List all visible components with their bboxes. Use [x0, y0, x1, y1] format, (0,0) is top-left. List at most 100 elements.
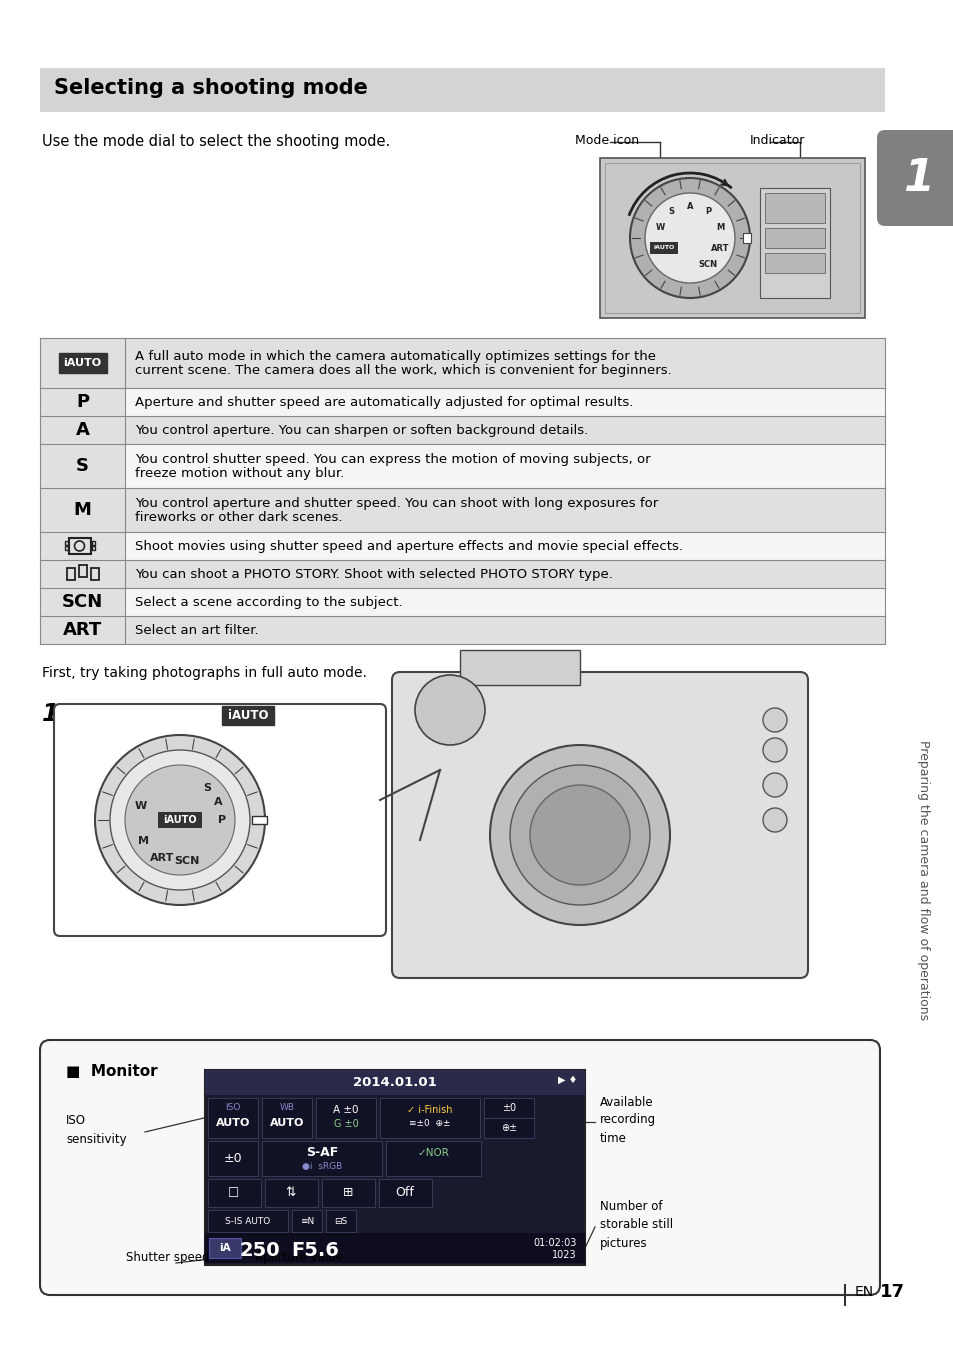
Text: S: S: [203, 783, 211, 792]
Circle shape: [762, 708, 786, 731]
Text: W: W: [655, 223, 664, 232]
Bar: [78, 565, 87, 577]
Text: A ±0: A ±0: [333, 1105, 358, 1115]
Bar: [208, 1179, 261, 1206]
Text: W: W: [134, 801, 147, 810]
Text: A: A: [213, 798, 222, 807]
Bar: [58, 353, 107, 373]
Text: ISO: ISO: [225, 1103, 240, 1113]
FancyBboxPatch shape: [392, 672, 807, 978]
Text: G ±0: G ±0: [334, 1120, 358, 1129]
Text: Mode icon: Mode icon: [575, 134, 639, 147]
Text: You control aperture. You can sharpen or soften background details.: You control aperture. You can sharpen or…: [135, 423, 588, 437]
Text: 01:02:03: 01:02:03: [533, 1238, 577, 1248]
FancyBboxPatch shape: [876, 130, 953, 227]
Text: You can shoot a PHOTO STORY. Shoot with selected PHOTO STORY type.: You can shoot a PHOTO STORY. Shoot with …: [135, 567, 612, 581]
Text: S: S: [76, 457, 89, 475]
Bar: [40, 588, 125, 616]
Bar: [40, 489, 125, 532]
Text: current scene. The camera does all the work, which is convenient for beginners.: current scene. The camera does all the w…: [135, 364, 671, 376]
Circle shape: [110, 750, 250, 890]
Text: Selecting a shooting mode: Selecting a shooting mode: [54, 77, 368, 98]
Bar: [326, 1210, 355, 1232]
Text: ⇅: ⇅: [286, 1186, 296, 1200]
Text: AUTO: AUTO: [215, 1118, 250, 1128]
Bar: [649, 242, 677, 254]
Bar: [764, 252, 824, 273]
Text: .: .: [275, 704, 280, 719]
Text: EN: EN: [854, 1285, 873, 1299]
FancyBboxPatch shape: [40, 1039, 879, 1295]
Bar: [208, 1141, 257, 1177]
Bar: [764, 193, 824, 223]
Circle shape: [95, 735, 265, 905]
Text: ≡±0  ⊕±: ≡±0 ⊕±: [409, 1120, 450, 1129]
Text: Select a scene according to the subject.: Select a scene according to the subject.: [135, 596, 402, 608]
Bar: [69, 537, 91, 554]
Bar: [67, 569, 74, 579]
Bar: [599, 157, 864, 318]
Bar: [884, 138, 952, 218]
Circle shape: [530, 784, 629, 885]
Text: F5.6: F5.6: [291, 1242, 338, 1261]
Bar: [205, 1071, 584, 1095]
Text: S-IS AUTO: S-IS AUTO: [225, 1216, 271, 1225]
Text: Number of
storable still
pictures: Number of storable still pictures: [599, 1201, 673, 1250]
Text: ☐: ☐: [228, 1186, 239, 1200]
Bar: [40, 444, 884, 489]
Bar: [40, 417, 125, 444]
Text: You control aperture and shutter speed. You can shoot with long exposures for: You control aperture and shutter speed. …: [135, 497, 658, 509]
Bar: [205, 1234, 584, 1263]
Text: Preparing the camera and flow of operations: Preparing the camera and flow of operati…: [917, 740, 929, 1020]
Text: P: P: [217, 816, 226, 825]
Bar: [91, 569, 98, 579]
Bar: [209, 1238, 241, 1258]
Text: ART: ART: [150, 854, 174, 863]
Text: iA: iA: [219, 1243, 231, 1253]
Bar: [65, 546, 68, 550]
Text: ≡N: ≡N: [299, 1216, 314, 1225]
Bar: [40, 532, 125, 560]
Text: 1: 1: [902, 156, 934, 199]
Text: Shoot movies using shutter speed and aperture effects and movie special effects.: Shoot movies using shutter speed and ape…: [135, 540, 682, 552]
Circle shape: [125, 765, 234, 875]
Text: ART: ART: [63, 622, 102, 639]
Text: A full auto mode in which the camera automatically optimizes settings for the: A full auto mode in which the camera aut…: [135, 350, 656, 362]
Text: S-AF: S-AF: [306, 1147, 337, 1159]
Bar: [252, 816, 267, 824]
Text: iAUTO: iAUTO: [163, 816, 196, 825]
Text: You control shutter speed. You can express the motion of moving subjects, or: You control shutter speed. You can expre…: [135, 452, 650, 465]
FancyBboxPatch shape: [54, 704, 386, 936]
Text: SCN: SCN: [62, 593, 103, 611]
Bar: [208, 1098, 257, 1139]
Text: Shutter speed: Shutter speed: [126, 1251, 210, 1263]
Text: ISO
sensitivity: ISO sensitivity: [66, 1114, 127, 1145]
Text: 250: 250: [239, 1242, 280, 1261]
Bar: [40, 616, 884, 645]
Text: M: M: [715, 223, 723, 232]
Text: ●i  sRGB: ●i sRGB: [301, 1163, 342, 1171]
Bar: [742, 233, 750, 243]
Text: Use the mode dial to select the shooting mode.: Use the mode dial to select the shooting…: [42, 134, 390, 149]
Text: ±0: ±0: [223, 1152, 242, 1164]
Text: Select an art filter.: Select an art filter.: [135, 623, 258, 636]
Text: S: S: [668, 208, 674, 216]
Bar: [40, 532, 884, 560]
Bar: [764, 228, 824, 248]
Text: P: P: [76, 394, 89, 411]
Text: Set the mode dial to: Set the mode dial to: [70, 704, 226, 719]
Text: Off: Off: [395, 1186, 414, 1200]
Text: SCN: SCN: [698, 259, 718, 269]
Text: ⊕±: ⊕±: [500, 1124, 517, 1133]
Bar: [386, 1141, 480, 1177]
Circle shape: [644, 193, 734, 284]
Text: ⊞: ⊞: [342, 1186, 353, 1200]
Text: iAUTO: iAUTO: [653, 246, 674, 250]
Text: ▶ ♦: ▶ ♦: [558, 1075, 577, 1086]
Text: ART: ART: [710, 244, 728, 254]
Bar: [760, 189, 829, 299]
Text: ✓NOR: ✓NOR: [416, 1148, 449, 1158]
Text: A: A: [686, 201, 693, 210]
Bar: [40, 68, 884, 113]
Text: Aperture value: Aperture value: [254, 1251, 343, 1263]
